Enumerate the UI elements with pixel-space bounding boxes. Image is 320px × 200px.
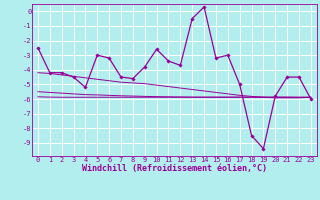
X-axis label: Windchill (Refroidissement éolien,°C): Windchill (Refroidissement éolien,°C) <box>82 164 267 173</box>
